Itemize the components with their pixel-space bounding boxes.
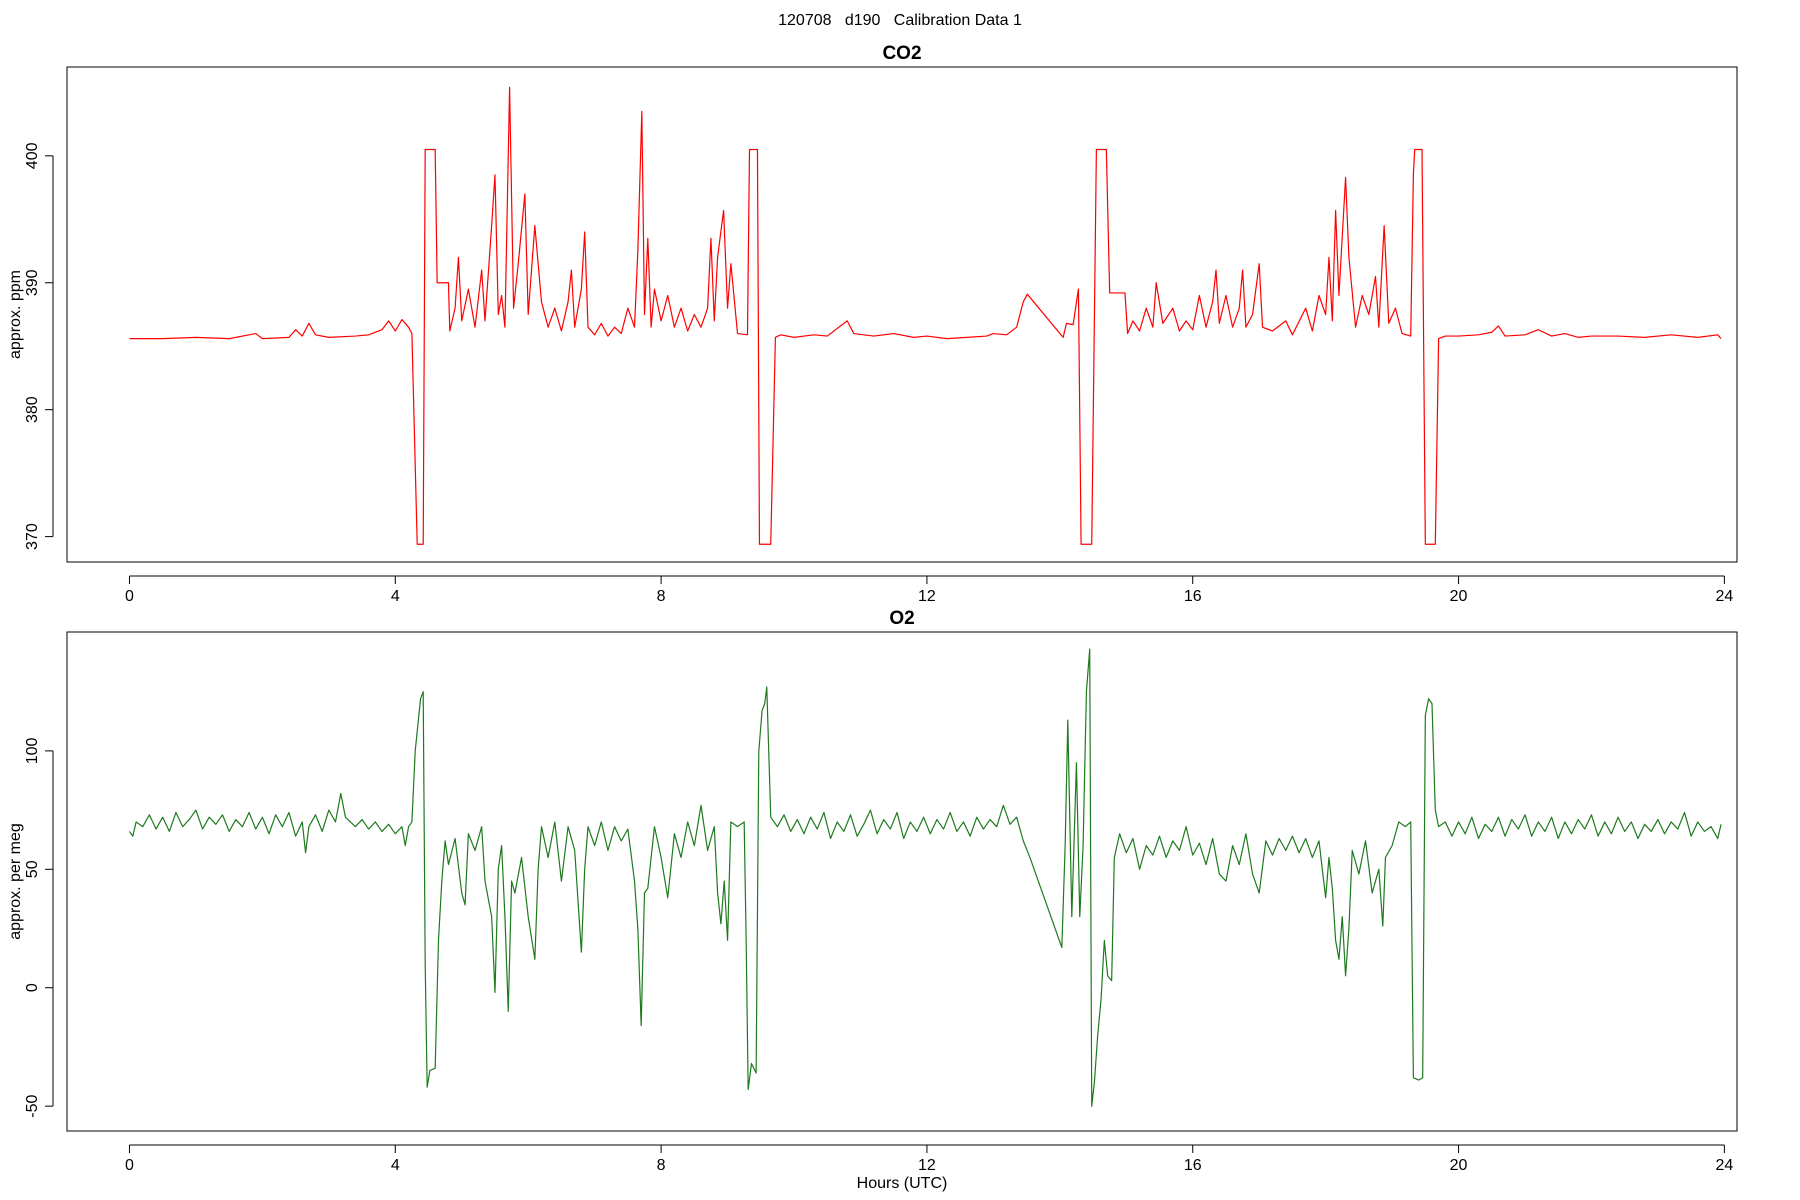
y-tick-label: 370 xyxy=(24,523,41,550)
x-tick-label: 12 xyxy=(918,1157,936,1174)
x-tick-label: 16 xyxy=(1184,588,1202,605)
x-tick-label: 4 xyxy=(391,588,400,605)
y-tick-label: 100 xyxy=(24,737,41,764)
x-tick-label: 8 xyxy=(657,588,666,605)
x-tick-label: 24 xyxy=(1715,588,1733,605)
x-tick-label: 16 xyxy=(1184,1157,1202,1174)
x-tick-label: 0 xyxy=(125,1157,134,1174)
x-tick-label: 0 xyxy=(125,588,134,605)
y-tick-label: 380 xyxy=(24,396,41,423)
plot-frame xyxy=(66,631,1738,1132)
y-tick-label: -50 xyxy=(24,1094,41,1117)
x-tick-label: 12 xyxy=(918,588,936,605)
x-tick-label: 24 xyxy=(1715,1157,1733,1174)
x-tick-label: 8 xyxy=(657,1157,666,1174)
chart-title: CO2 xyxy=(882,43,921,64)
y-tick-label: 400 xyxy=(24,142,41,169)
y-tick-label: 0 xyxy=(24,983,41,992)
y-axis-label: approx. ppm xyxy=(7,270,24,359)
x-axis-label: Hours (UTC) xyxy=(857,1175,948,1192)
y-axis-label: approx. per meg xyxy=(7,823,24,940)
data-line xyxy=(129,86,1722,545)
x-tick-label: 20 xyxy=(1450,1157,1468,1174)
x-tick-label: 4 xyxy=(391,1157,400,1174)
data-line xyxy=(128,648,1722,1107)
y-tick-label: 50 xyxy=(24,860,41,878)
figure-title: 120708 d190 Calibration Data 1 xyxy=(778,12,1022,29)
plot-frame xyxy=(66,66,1738,563)
x-tick-label: 20 xyxy=(1450,588,1468,605)
y-tick-label: 390 xyxy=(24,269,41,296)
chart-title: O2 xyxy=(889,608,914,629)
